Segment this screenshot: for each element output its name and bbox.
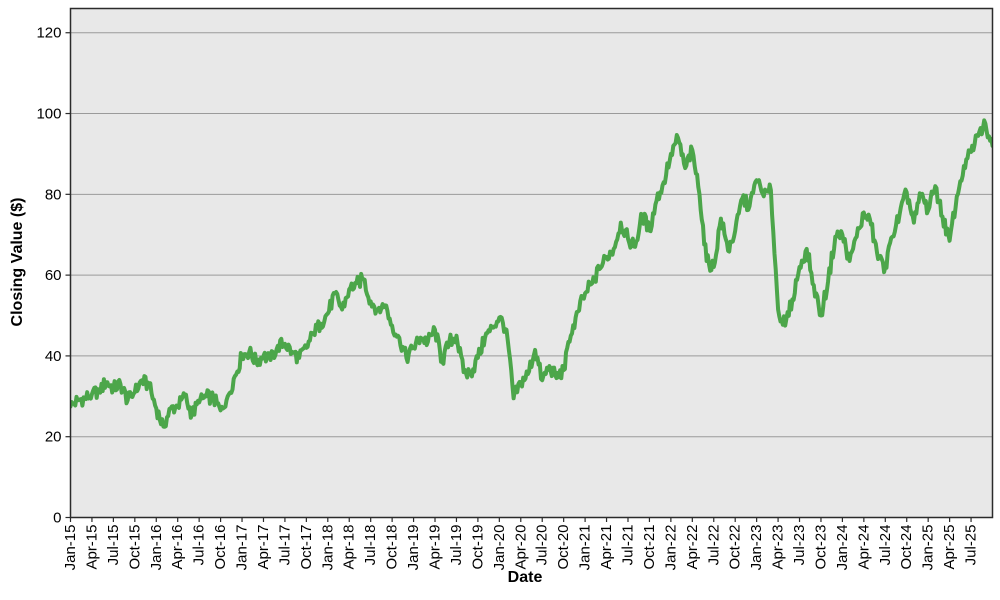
x-tick-label: Apr-19 bbox=[427, 525, 444, 570]
x-tick-label: Oct-18 bbox=[384, 525, 401, 570]
x-tick-label: Oct-19 bbox=[469, 525, 486, 570]
x-tick-label: Apr-23 bbox=[770, 525, 787, 570]
x-tick-label: Apr-18 bbox=[341, 525, 358, 570]
x-tick-label: Jul-16 bbox=[191, 525, 208, 566]
plot-frame bbox=[69, 7, 994, 519]
x-tick-label: Oct-17 bbox=[298, 525, 315, 570]
x-tick-label: Jan-18 bbox=[319, 525, 336, 571]
plot-background bbox=[70, 8, 993, 518]
y-tick-label: 80 bbox=[45, 186, 62, 203]
axis-layer: 0 20 40 60 80 100 120 Jan-15 Apr-15 Jul-15 Oct-15 J… bbox=[36, 25, 979, 571]
x-tick-label: Oct-22 bbox=[727, 525, 744, 570]
x-tick-label: Apr-24 bbox=[855, 525, 872, 570]
x-tick-label: Jan-22 bbox=[662, 525, 679, 571]
x-tick-label: Jan-17 bbox=[234, 525, 251, 571]
x-tick-label: Jan-20 bbox=[491, 525, 508, 571]
y-tick-label: 40 bbox=[45, 348, 62, 365]
y-tick-label: 0 bbox=[53, 510, 61, 527]
x-tick-label: Oct-16 bbox=[212, 525, 229, 570]
x-axis-title: Date bbox=[508, 569, 543, 586]
x-tick-label: Jul-22 bbox=[705, 525, 722, 566]
closing-value-line bbox=[70, 118, 993, 429]
x-tick-label: Jan-19 bbox=[405, 525, 422, 571]
x-tick-label: Jul-20 bbox=[534, 525, 551, 566]
x-tick-label: Oct-20 bbox=[555, 525, 572, 570]
x-tick-label: Jul-17 bbox=[276, 525, 293, 566]
x-tick-label: Jul-15 bbox=[105, 525, 122, 566]
x-tick-label: Apr-17 bbox=[255, 525, 272, 570]
x-tick-label: Apr-16 bbox=[169, 525, 186, 570]
x-tick-label: Oct-23 bbox=[812, 525, 829, 570]
x-tick-label: Apr-20 bbox=[512, 525, 529, 570]
x-tick-label: Oct-21 bbox=[641, 525, 658, 570]
x-tick-label: Apr-15 bbox=[83, 525, 100, 570]
x-tick-label: Jul-24 bbox=[877, 525, 894, 566]
x-tick-label: Apr-21 bbox=[598, 525, 615, 570]
y-axis-title: Closing Value ($) bbox=[9, 198, 26, 327]
x-tick-label: Apr-25 bbox=[941, 525, 958, 570]
x-tick-label: Oct-24 bbox=[898, 525, 915, 570]
x-tick-label: Jul-25 bbox=[963, 525, 980, 566]
y-tick-label: 120 bbox=[36, 25, 61, 42]
x-tick-label: Jan-24 bbox=[834, 525, 851, 571]
x-tick-label: Jan-25 bbox=[920, 525, 937, 571]
y-tick-label: 100 bbox=[36, 106, 61, 123]
x-tick-label: Jan-16 bbox=[148, 525, 165, 571]
x-tick-label: Oct-15 bbox=[126, 525, 143, 570]
x-tick-label: Jul-18 bbox=[362, 525, 379, 566]
x-tick-label: Jan-15 bbox=[62, 525, 79, 571]
x-tick-label: Jul-19 bbox=[448, 525, 465, 566]
x-tick-label: Apr-22 bbox=[684, 525, 701, 570]
x-tick-label: Jan-23 bbox=[748, 525, 765, 571]
y-tick-label: 20 bbox=[45, 429, 62, 446]
y-tick-label: 60 bbox=[45, 267, 62, 284]
x-tick-label: Jul-23 bbox=[791, 525, 808, 566]
plot-layer bbox=[69, 7, 994, 519]
x-tick-label: Jul-21 bbox=[619, 525, 636, 566]
x-tick-label: Jan-21 bbox=[577, 525, 594, 571]
